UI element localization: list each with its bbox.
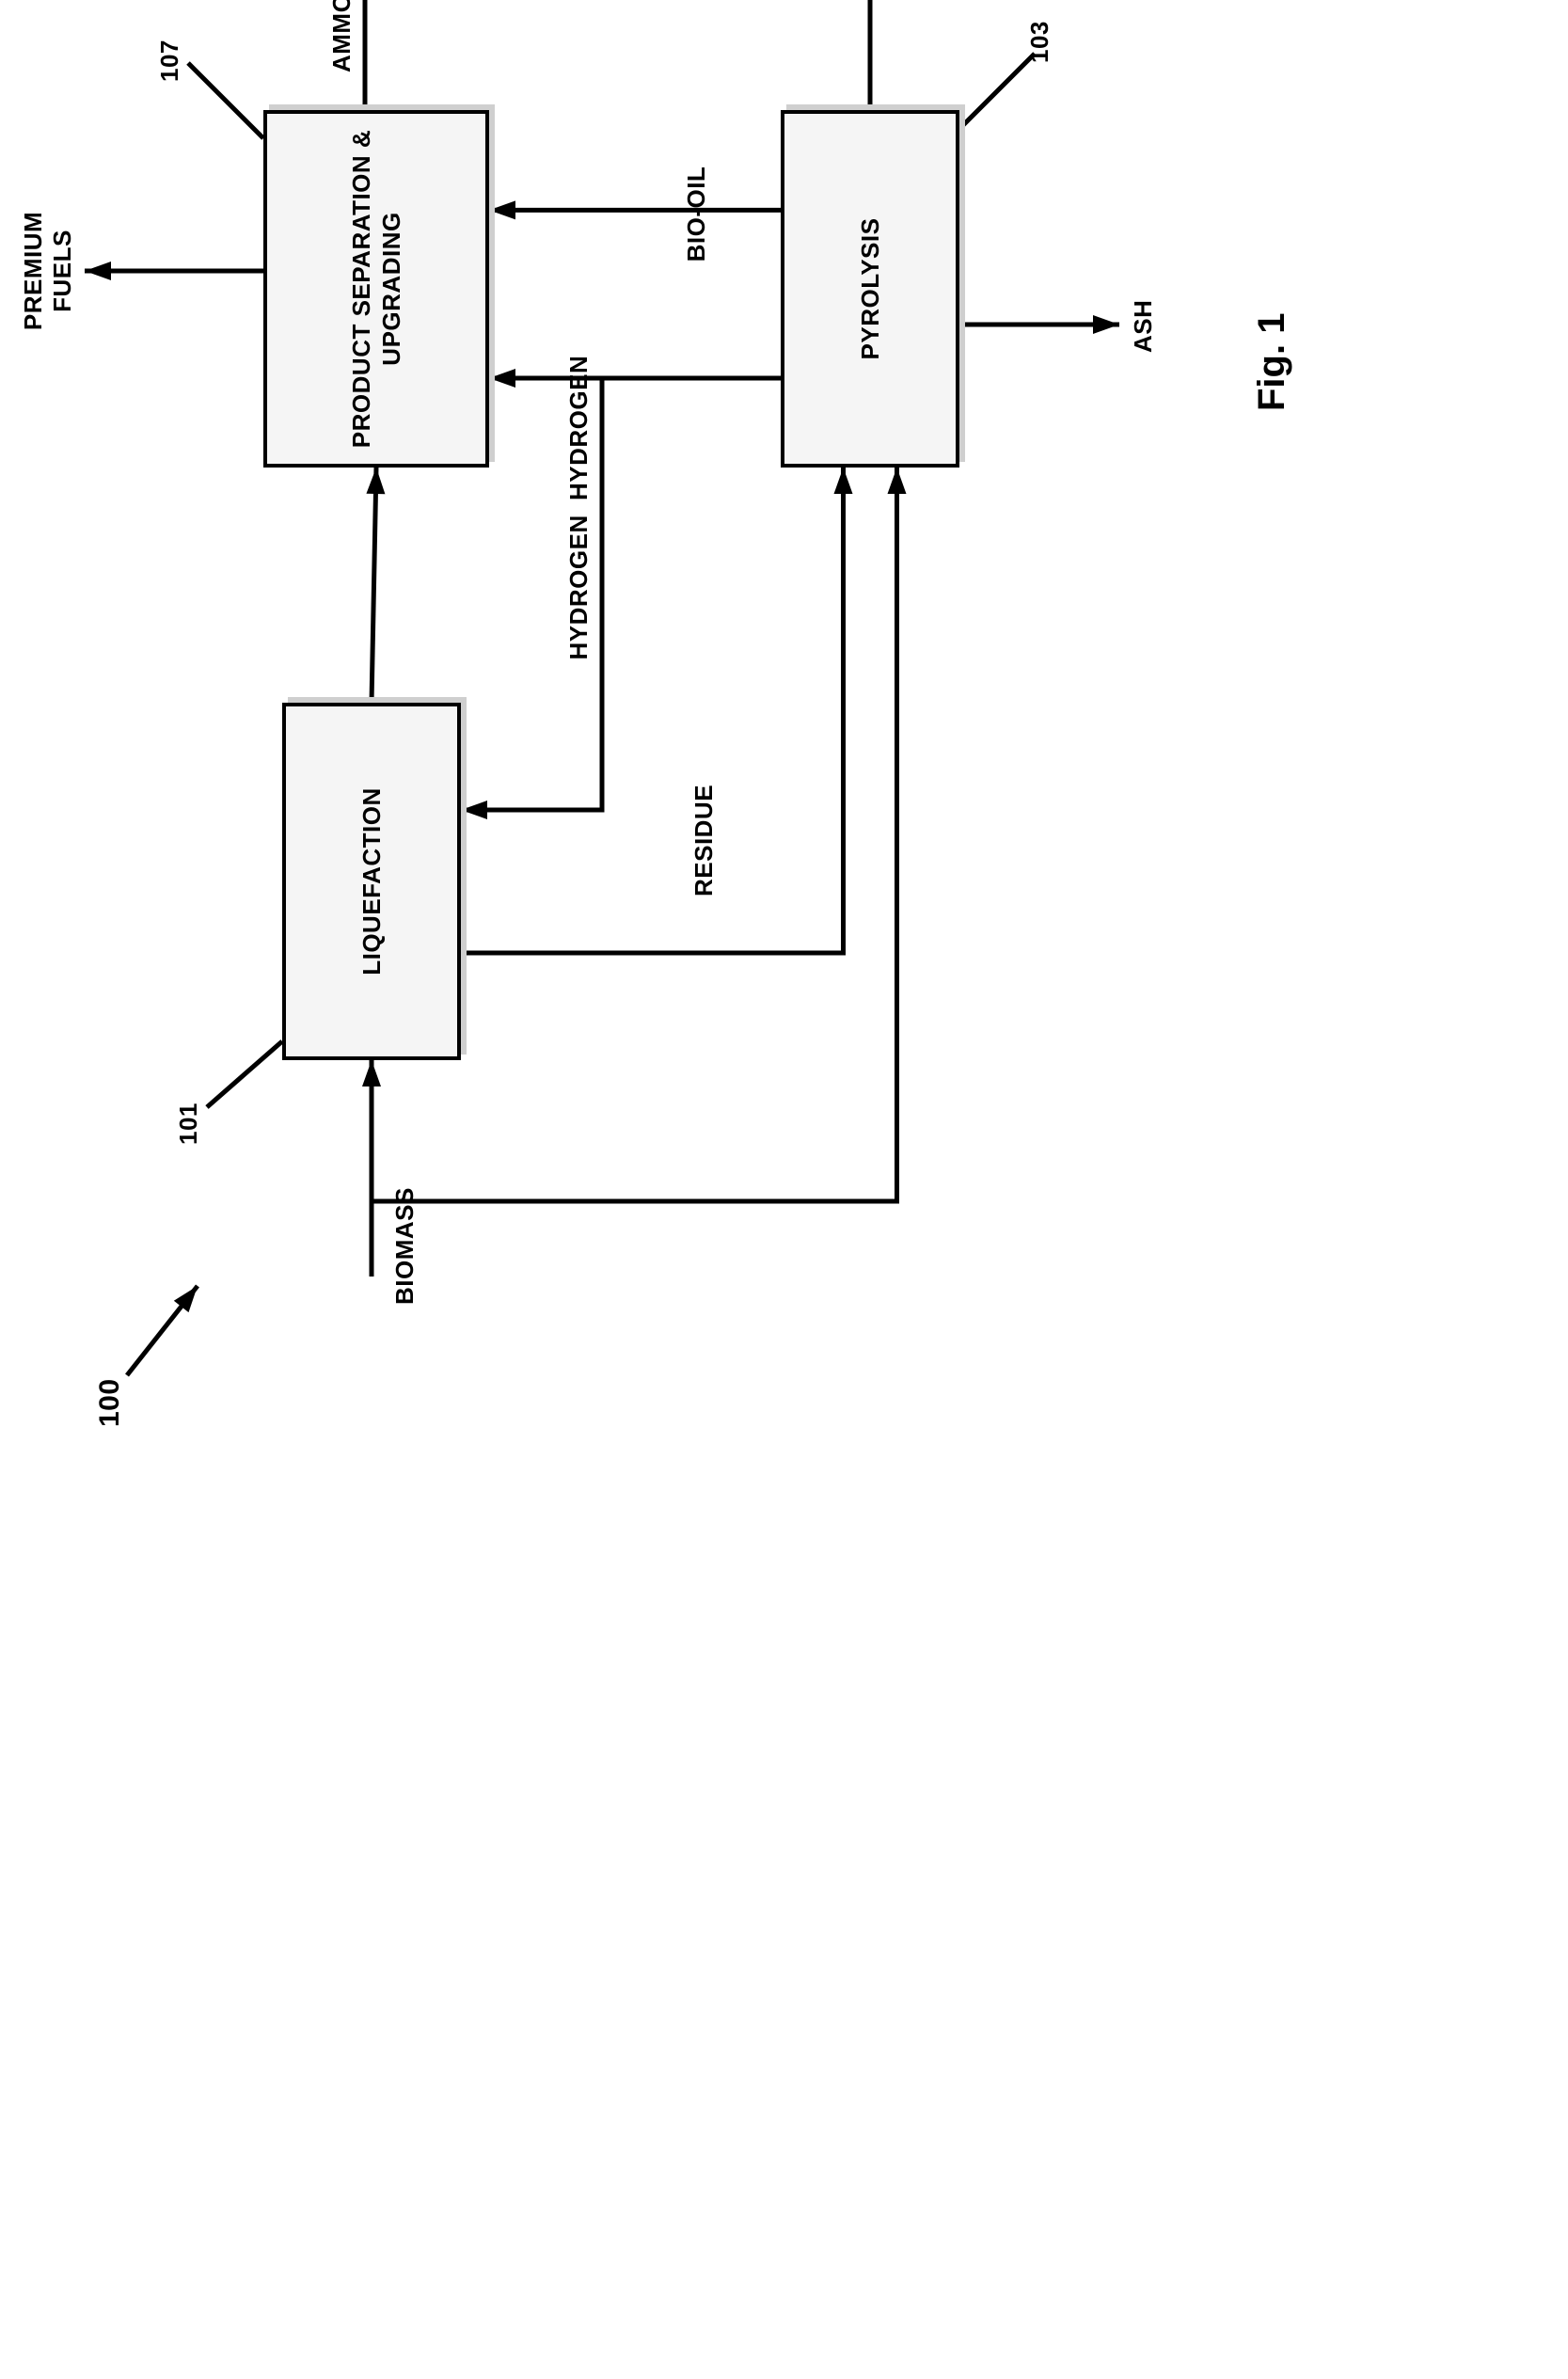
- liquefaction-box: LIQUEFACTION: [282, 703, 461, 1060]
- edge-label-residue: RESIDUE: [689, 785, 719, 896]
- edge-label-premium: PREMIUM FUELS: [19, 186, 77, 356]
- figure-caption: Fig. 1: [1251, 313, 1293, 411]
- figure-number-label: 100: [94, 1378, 126, 1427]
- pyrolysis-box: PYROLYSIS: [781, 110, 959, 468]
- ref-107: 107: [155, 40, 184, 82]
- ref-101: 101: [174, 1102, 203, 1145]
- product-separation-box: PRODUCT SEPARATION & UPGRADING: [263, 110, 489, 468]
- edge-label-ammonia: AMMONIA: [327, 0, 356, 72]
- edge-label-biooil: BIO-OIL: [682, 167, 711, 262]
- pyrolysis-label: PYROLYSIS: [855, 218, 886, 360]
- edge-label-hydrogen1: HYDROGEN: [564, 515, 594, 659]
- product-separation-label: PRODUCT SEPARATION & UPGRADING: [346, 123, 407, 454]
- liquefaction-label: LIQUEFACTION: [356, 787, 388, 975]
- edge-label-biomass: BIOMASS: [390, 1187, 420, 1305]
- edge-label-ash: ASH: [1129, 300, 1158, 353]
- ref-103: 103: [1025, 21, 1054, 63]
- edge-label-hydrogen2: HYDROGEN: [564, 356, 594, 500]
